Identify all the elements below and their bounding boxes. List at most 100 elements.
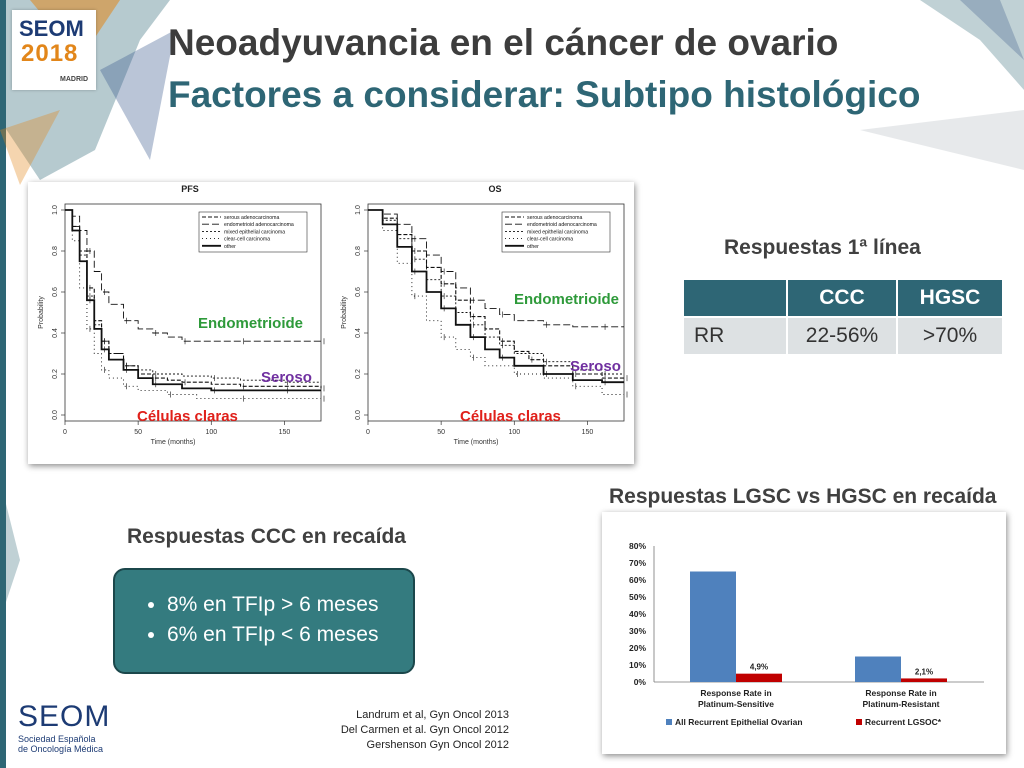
plot-title: PFS — [181, 184, 199, 194]
x-category-label: Response Rate in — [700, 688, 771, 698]
y-tick-label: 0.4 — [52, 328, 59, 338]
bar — [690, 571, 736, 682]
y-tick-label: 0.6 — [52, 287, 59, 297]
x-tick-label: 0 — [366, 429, 370, 436]
seom-footer-logo: SEOM Sociedad Española de Oncología Médi… — [18, 700, 110, 754]
annotation-endometrioid: Endometrioide — [514, 291, 619, 308]
y-tick-label: 0.8 — [52, 246, 59, 256]
y-tick-label: 0.2 — [355, 369, 362, 379]
x-tick-label: 150 — [279, 429, 291, 436]
annotation-clear-cell: Células claras — [460, 408, 561, 425]
km-curve — [65, 209, 321, 400]
legend-label: mixed epithelial carcinoma — [224, 229, 285, 235]
y-tick-label: 70% — [629, 558, 646, 568]
table-header-empty — [684, 280, 786, 316]
x-category-label: Platinum-Sensitive — [698, 699, 774, 709]
plot-title: OS — [488, 184, 501, 194]
seom-footer-name: SEOM — [18, 700, 111, 733]
annotation-serous: Seroso — [261, 369, 312, 386]
km-curve — [368, 209, 624, 379]
legend-label: clear-cell carcinoma — [527, 237, 573, 243]
y-tick-label: 1.0 — [52, 205, 59, 215]
reference-item: Landrum et al, Gyn Oncol 2013 — [356, 709, 509, 721]
legend-label: endometrioid adenocarcinoma — [224, 222, 294, 228]
bar-data-label: 4,9% — [750, 663, 768, 672]
annotation-endometrioid: Endometrioide — [198, 315, 303, 332]
x-tick-label: 50 — [437, 429, 445, 436]
table-cell-rr: RR — [684, 318, 786, 354]
x-tick-label: 150 — [582, 429, 594, 436]
km-curve — [368, 209, 624, 384]
km-curve — [65, 209, 321, 342]
y-tick-label: 10% — [629, 660, 646, 670]
bar — [901, 678, 947, 682]
seom-footer-line2: de Oncología Médica — [18, 744, 104, 754]
slide-subtitle: Factores a considerar: Subtipo histológi… — [168, 74, 921, 115]
y-tick-label: 50% — [629, 592, 646, 602]
legend-swatch — [856, 719, 862, 725]
references: Landrum et al, Gyn Oncol 2013 Del Carmen… — [341, 708, 509, 753]
y-tick-label: 40% — [629, 609, 646, 619]
logo-city: MADRID — [60, 76, 88, 83]
first-line-heading: Respuestas 1ª línea — [724, 236, 921, 259]
km-plot: PFS 0.0 0.2 0.4 0.6 0.8 1.0 0 50 100 150 Time (mont… — [38, 184, 325, 446]
y-tick-label: 1.0 — [355, 205, 362, 215]
bar — [855, 656, 901, 682]
logo-line1: SEOM — [19, 16, 84, 41]
km-plot: OS 0.0 0.2 0.4 0.6 0.8 1.0 0 50 100 150 Time (month… — [341, 184, 628, 446]
y-tick-label: 0.0 — [355, 410, 362, 420]
survival-curves-panel: PFS 0.0 0.2 0.4 0.6 0.8 1.0 0 50 100 150 Time (mont… — [28, 182, 634, 464]
ccc-relapse-list: 8% en TFIp > 6 meses 6% en TFIp < 6 mese… — [115, 590, 413, 650]
x-tick-label: 50 — [134, 429, 142, 436]
reference-item: Gershenson Gyn Oncol 2012 — [366, 739, 509, 751]
legend-swatch — [666, 719, 672, 725]
x-axis-label: Time (months) — [151, 439, 196, 446]
y-tick-label: 0.0 — [52, 410, 59, 420]
km-curve — [368, 209, 624, 328]
y-tick-label: 0.8 — [355, 246, 362, 256]
y-tick-label: 20% — [629, 643, 646, 653]
km-curve — [65, 209, 322, 389]
slide-title: Neoadyuvancia en el cáncer de ovario — [168, 22, 839, 63]
table-header-ccc: CCC — [788, 280, 896, 316]
legend-label: All Recurrent Epithelial Ovarian — [675, 717, 803, 727]
y-tick-label: 0.2 — [52, 369, 59, 379]
bar-data-label: 2,1% — [915, 667, 933, 676]
y-tick-label: 0.6 — [355, 287, 362, 297]
x-category-label: Response Rate in — [865, 688, 936, 698]
km-curve — [368, 209, 624, 375]
annotation-serous: Seroso — [570, 358, 621, 375]
ccc-relapse-box: 8% en TFIp > 6 meses 6% en TFIp < 6 mese… — [113, 568, 415, 674]
plot-frame — [367, 203, 625, 422]
lgsc-bar-chart-panel: 80% 70% 60% 50% 40% 30% 20% 10% 0% 4,9% Response R… — [602, 512, 1006, 754]
list-item: 8% en TFIp > 6 meses — [167, 590, 413, 620]
km-curve — [368, 209, 624, 395]
seom-footer-line1: Sociedad Española — [18, 734, 96, 744]
plot-frame — [64, 203, 322, 422]
legend-label: other — [527, 244, 539, 250]
first-line-table: CCC HGSC RR 22-56% >70% — [682, 278, 1004, 356]
table-header-hgsc: HGSC — [898, 280, 1002, 316]
km-plots-svg: PFS 0.0 0.2 0.4 0.6 0.8 1.0 0 50 100 150 Time (mont… — [38, 184, 628, 446]
y-tick-label: 80% — [629, 541, 646, 551]
table-row: RR 22-56% >70% — [684, 318, 1002, 354]
list-item: 6% en TFIp < 6 meses — [167, 620, 413, 650]
table-cell-hgsc: >70% — [898, 318, 1002, 354]
legend-label: serous adenocarcinoma — [527, 215, 582, 221]
legend-label: clear-cell carcinoma — [224, 237, 270, 243]
legend-label: other — [224, 244, 236, 250]
y-axis-label: Probability — [38, 296, 45, 329]
bar — [736, 673, 782, 682]
y-tick-label: 0.4 — [355, 328, 362, 338]
x-tick-label: 100 — [205, 429, 217, 436]
ccc-relapse-heading: Respuestas CCC en recaída — [127, 525, 406, 548]
reference-item: Del Carmen et al. Gyn Oncol 2012 — [340, 724, 509, 736]
lgsc-heading: Respuestas LGSC vs HGSC en recaída — [609, 485, 997, 508]
x-tick-label: 100 — [508, 429, 520, 436]
bar-chart-svg: 80% 70% 60% 50% 40% 30% 20% 10% 0% 4,9% Response R… — [629, 541, 984, 727]
legend-label: serous adenocarcinoma — [224, 215, 279, 221]
x-tick-label: 0 — [63, 429, 67, 436]
y-tick-label: 60% — [629, 575, 646, 585]
x-axis-label: Time (months) — [454, 439, 499, 446]
x-category-label: Platinum-Resistant — [863, 699, 940, 709]
